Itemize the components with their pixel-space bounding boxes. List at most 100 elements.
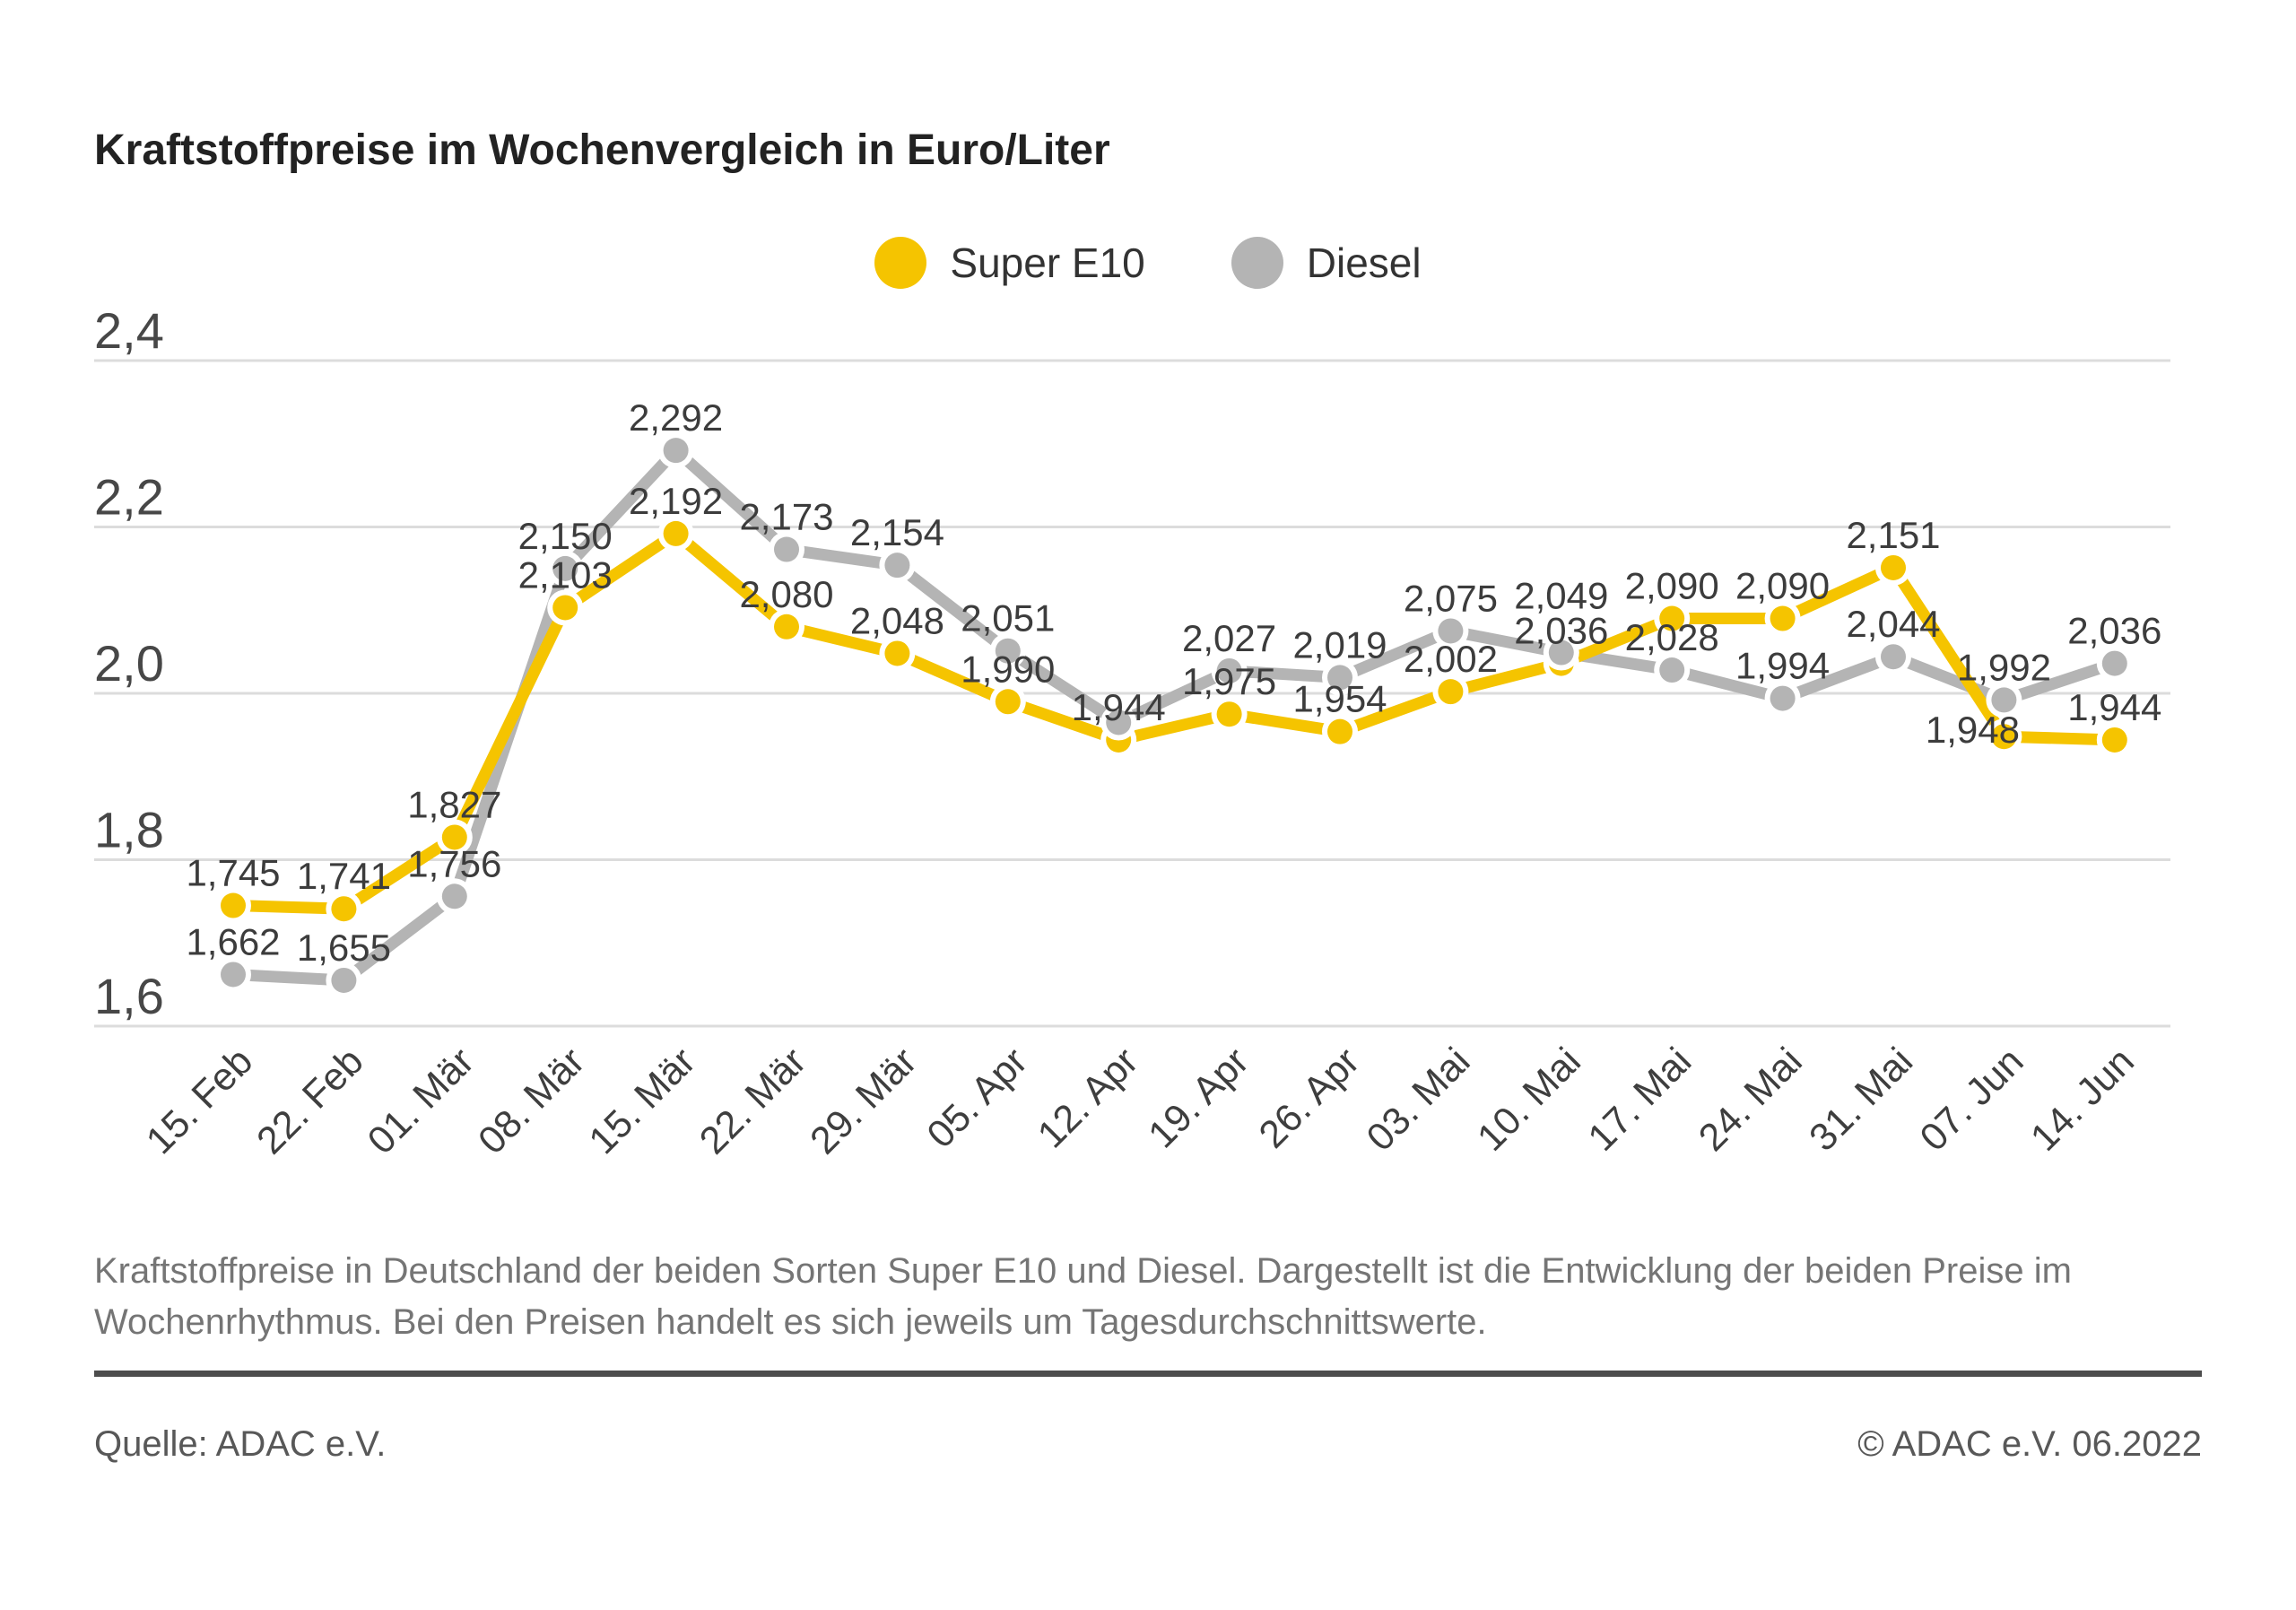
diesel-point bbox=[1548, 640, 1574, 666]
x-axis-tick: 29. Mär bbox=[802, 1040, 925, 1162]
super-e10-point bbox=[663, 520, 689, 546]
diesel-point bbox=[1438, 618, 1464, 644]
x-axis-tick: 24. Mai bbox=[1691, 1040, 1811, 1160]
y-axis-tick: 1,6 bbox=[94, 968, 164, 1024]
diesel-point bbox=[221, 962, 246, 988]
x-axis-tick: 07. Jun bbox=[1912, 1040, 2032, 1160]
data-label: 1,944 bbox=[2067, 686, 2161, 728]
super-e10-point bbox=[331, 896, 357, 922]
super-e10-point bbox=[1770, 605, 1796, 631]
super-e10-point bbox=[552, 595, 578, 621]
legend-label: Super E10 bbox=[950, 239, 1145, 286]
x-axis-tick: 08. Mär bbox=[470, 1040, 593, 1162]
data-label: 2,090 bbox=[1625, 565, 1719, 607]
x-axis-tick: 15. Mär bbox=[581, 1040, 704, 1162]
data-label: 1,741 bbox=[297, 855, 391, 897]
x-axis-tick: 31. Mai bbox=[1801, 1040, 1921, 1160]
data-label: 2,150 bbox=[518, 515, 613, 557]
data-label: 1,975 bbox=[1182, 660, 1276, 702]
y-axis-tick: 2,0 bbox=[94, 635, 164, 692]
footer: Quelle: ADAC e.V. © ADAC e.V. 06.2022 bbox=[94, 1424, 2202, 1465]
super-e10-point bbox=[884, 640, 910, 666]
diesel-point bbox=[1770, 685, 1796, 711]
data-label: 2,002 bbox=[1404, 638, 1498, 680]
data-label: 2,036 bbox=[1514, 610, 1608, 652]
x-axis-tick: 05. Apr bbox=[919, 1040, 1036, 1156]
super-e10-point bbox=[1216, 701, 1242, 727]
data-label: 2,036 bbox=[2067, 610, 2161, 652]
page-title: Kraftstoffpreise im Wochenvergleich in E… bbox=[94, 126, 1110, 174]
x-axis-tick: 03. Mai bbox=[1359, 1040, 1479, 1160]
x-axis-tick: 19. Apr bbox=[1140, 1040, 1257, 1156]
diesel-point bbox=[1991, 687, 2017, 713]
super-e10-point bbox=[221, 892, 246, 918]
x-axis-tick: 12. Apr bbox=[1030, 1040, 1146, 1156]
data-label: 2,051 bbox=[961, 597, 1055, 640]
data-label: 2,080 bbox=[739, 573, 833, 615]
super-e10-line bbox=[232, 526, 2115, 915]
data-label: 2,103 bbox=[518, 553, 613, 596]
data-label: 1,827 bbox=[407, 783, 501, 825]
super-e10-point bbox=[1438, 679, 1464, 705]
diesel-point bbox=[663, 438, 689, 464]
x-axis-tick: 17. Mai bbox=[1580, 1040, 1700, 1160]
data-label: 2,173 bbox=[739, 496, 833, 538]
data-label: 1,756 bbox=[407, 842, 501, 884]
legend-item-super-e10: Super E10 bbox=[874, 237, 1145, 289]
y-axis-tick: 1,8 bbox=[94, 802, 164, 858]
footnote-line-2: Wochenrhythmus. Bei den Preisen handelt … bbox=[94, 1302, 1487, 1342]
data-label: 2,151 bbox=[1846, 514, 1940, 556]
legend: Super E10 Diesel bbox=[0, 237, 2296, 289]
diesel-point bbox=[552, 555, 578, 581]
data-label: 2,044 bbox=[1846, 603, 1940, 645]
source-text: Quelle: ADAC e.V. bbox=[94, 1424, 387, 1464]
super-e10-point bbox=[1881, 554, 1906, 580]
data-label: 1,944 bbox=[1072, 686, 1166, 728]
data-label: 2,048 bbox=[850, 599, 944, 641]
legend-marker-icon bbox=[874, 237, 927, 289]
super-e10-point bbox=[1991, 724, 2017, 750]
y-axis-tick: 2,4 bbox=[94, 302, 164, 359]
diesel-point bbox=[441, 883, 467, 909]
diesel-point bbox=[2101, 650, 2127, 676]
data-label: 1,655 bbox=[297, 927, 391, 969]
x-axis-tick: 26. Apr bbox=[1251, 1040, 1368, 1156]
x-axis-tick: 10. Mai bbox=[1469, 1040, 1589, 1160]
data-label: 2,075 bbox=[1404, 577, 1498, 619]
divider bbox=[94, 1371, 2202, 1377]
data-label: 2,019 bbox=[1292, 623, 1387, 666]
diesel-point bbox=[1659, 657, 1685, 683]
legend-label: Diesel bbox=[1306, 239, 1422, 286]
x-axis-tick: 22. Feb bbox=[248, 1040, 371, 1162]
y-axis-tick: 2,2 bbox=[94, 469, 164, 526]
x-axis-tick: 01. Mär bbox=[360, 1040, 483, 1162]
data-label: 1,954 bbox=[1292, 678, 1387, 720]
data-label: 2,028 bbox=[1625, 616, 1719, 658]
diesel-point bbox=[1327, 665, 1352, 691]
diesel-point bbox=[1881, 644, 1906, 670]
data-label: 2,049 bbox=[1514, 575, 1608, 617]
copyright-text: © ADAC e.V. 06.2022 bbox=[1857, 1424, 2202, 1464]
data-label: 2,090 bbox=[1735, 565, 1830, 607]
data-label: 1,990 bbox=[961, 648, 1055, 690]
data-label: 1,992 bbox=[1957, 646, 2051, 688]
legend-marker-icon bbox=[1231, 237, 1283, 289]
diesel-line bbox=[232, 442, 2117, 987]
data-label: 2,192 bbox=[629, 480, 723, 522]
super-e10-point bbox=[1327, 718, 1352, 744]
data-label: 1,662 bbox=[186, 920, 280, 962]
footnote: Kraftstoffpreise in Deutschland der beid… bbox=[94, 1246, 2175, 1348]
diesel-point bbox=[884, 553, 910, 579]
data-label: 2,027 bbox=[1182, 617, 1276, 659]
x-axis-tick: 22. Mär bbox=[691, 1040, 814, 1162]
data-label: 1,948 bbox=[1926, 709, 2020, 751]
super-e10-point bbox=[995, 689, 1021, 715]
data-label: 1,994 bbox=[1735, 645, 1830, 687]
diesel-point bbox=[331, 967, 357, 993]
diesel-point bbox=[1216, 657, 1242, 683]
x-axis-tick: 15. Feb bbox=[138, 1040, 261, 1162]
diesel-point bbox=[995, 638, 1021, 664]
data-label: 2,154 bbox=[850, 511, 944, 553]
